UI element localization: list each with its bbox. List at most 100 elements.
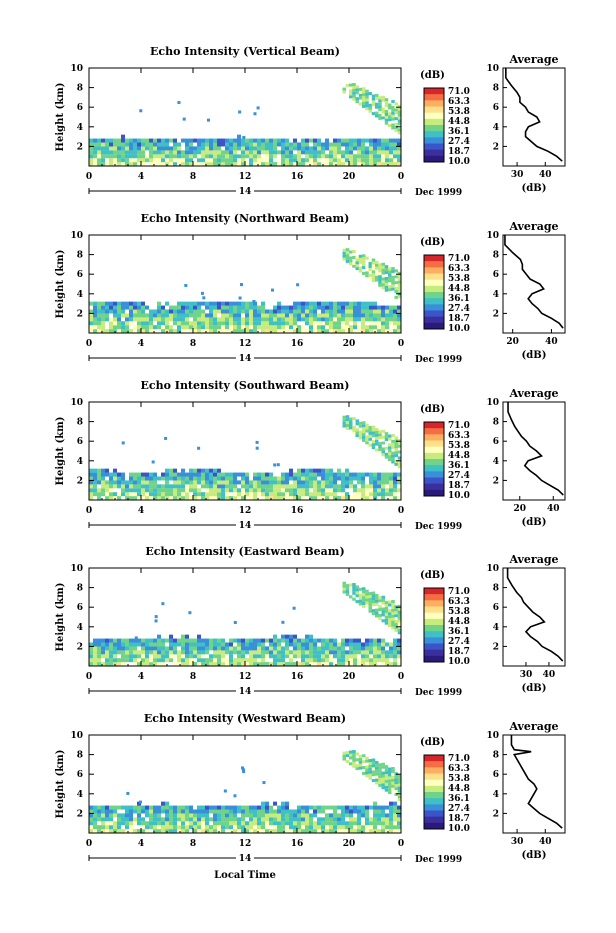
heatmap-cell bbox=[105, 642, 109, 647]
average-x-label: (dB) bbox=[522, 350, 547, 361]
heatmap-cell bbox=[358, 430, 363, 434]
heatmap-cell bbox=[165, 801, 169, 806]
heatmap-cell bbox=[373, 813, 377, 818]
heatmap-cell bbox=[329, 813, 333, 818]
heatmap-cell bbox=[245, 325, 249, 330]
heatmap-cell bbox=[381, 271, 385, 275]
heatmap-cell bbox=[153, 492, 157, 497]
heatmap-cell bbox=[285, 646, 289, 651]
heatmap-cell bbox=[133, 301, 137, 306]
heatmap-cell bbox=[341, 650, 345, 655]
colorbar-tick-label: 71.0 bbox=[448, 87, 470, 97]
heatmap-cell bbox=[237, 305, 241, 310]
heatmap-cell bbox=[358, 760, 363, 764]
heatmap-cell bbox=[261, 325, 265, 330]
heatmap-cell bbox=[397, 604, 402, 608]
avg-y-tick-label: 10 bbox=[486, 64, 499, 74]
heatmap-cell bbox=[153, 325, 157, 330]
heatmap-cell bbox=[157, 809, 161, 814]
heatmap-cell bbox=[161, 305, 165, 310]
avg-x-tick-label: 30 bbox=[511, 170, 524, 180]
heatmap-cell bbox=[349, 813, 353, 818]
heatmap-cell bbox=[161, 484, 165, 489]
heatmap-cell bbox=[397, 654, 401, 659]
heatmap-cell bbox=[345, 496, 349, 501]
heatmap-cell bbox=[313, 825, 317, 830]
heatmap-cell bbox=[257, 480, 261, 485]
heatmap-cell bbox=[345, 418, 350, 422]
heatmap-cell bbox=[391, 605, 395, 609]
heatmap-cell bbox=[133, 662, 137, 667]
heatmap-cell bbox=[389, 158, 393, 163]
heatmap-cell bbox=[101, 146, 105, 151]
heatmap-cell bbox=[394, 117, 398, 121]
heatmap-cell bbox=[362, 96, 366, 100]
x-tick-label: 4 bbox=[138, 672, 144, 682]
heatmap-cell bbox=[153, 150, 157, 155]
colorbar-swatch bbox=[424, 767, 444, 774]
heatmap-cell bbox=[233, 805, 237, 810]
heatmap-cell bbox=[393, 329, 397, 334]
heatmap-cell bbox=[325, 488, 329, 493]
heatmap-cell bbox=[257, 809, 261, 814]
heatmap-cell bbox=[393, 138, 397, 143]
heatmap-cell bbox=[153, 142, 157, 147]
heatmap-cell bbox=[242, 135, 246, 139]
heatmap-cell bbox=[209, 329, 213, 334]
heatmap-cell bbox=[205, 325, 209, 330]
heatmap-cell bbox=[389, 313, 393, 318]
heatmap-cell bbox=[173, 646, 177, 651]
heatmap-cell bbox=[97, 662, 101, 667]
heatmap-cell bbox=[137, 492, 141, 497]
heatmap-cell bbox=[229, 138, 233, 143]
heatmap-cell bbox=[345, 162, 349, 167]
heatmap-cell bbox=[113, 313, 117, 318]
heatmap-cell bbox=[201, 650, 205, 655]
average-title: Average bbox=[508, 53, 558, 66]
heatmap-cell bbox=[309, 662, 313, 667]
heatmap-cell bbox=[213, 821, 217, 826]
heatmap-cell bbox=[388, 791, 392, 795]
heatmap-cell bbox=[129, 476, 133, 481]
average-profile-line bbox=[510, 735, 563, 829]
heatmap-cell bbox=[125, 317, 129, 322]
heatmap-cell bbox=[97, 305, 101, 310]
heatmap-cell bbox=[101, 638, 105, 643]
heatmap-cell bbox=[305, 309, 309, 314]
heatmap-cell bbox=[285, 325, 289, 330]
heatmap-cell bbox=[181, 150, 185, 155]
heatmap-cell bbox=[189, 309, 193, 314]
heatmap-cell bbox=[361, 158, 365, 163]
heatmap-cell bbox=[349, 829, 353, 834]
heatmap-cell bbox=[165, 817, 169, 822]
heatmap-cell bbox=[197, 805, 201, 810]
heatmap-cell bbox=[373, 825, 377, 830]
heatmap-cell bbox=[145, 829, 149, 834]
x-tick-label: 4 bbox=[138, 339, 144, 349]
heatmap-cell bbox=[349, 420, 353, 424]
heatmap-cell bbox=[133, 154, 137, 159]
heatmap-cell bbox=[257, 146, 261, 151]
heatmap-cell bbox=[181, 805, 185, 810]
heatmap-cell bbox=[361, 472, 365, 477]
heatmap-cell bbox=[313, 476, 317, 481]
heatmap-cell bbox=[165, 150, 169, 155]
heatmap-cell bbox=[129, 658, 133, 663]
heatmap-cell bbox=[93, 317, 97, 322]
heatmap-cell bbox=[309, 480, 313, 485]
heatmap-cell bbox=[377, 309, 381, 314]
heatmap-cell bbox=[133, 829, 137, 834]
heatmap-cell bbox=[157, 150, 161, 155]
colorbar-swatch bbox=[424, 440, 444, 448]
heatmap-cell bbox=[362, 438, 366, 442]
heatmap-cell bbox=[153, 317, 157, 322]
heatmap-cell bbox=[185, 658, 189, 663]
heatmap-cell bbox=[173, 480, 177, 485]
heatmap-cell bbox=[109, 150, 113, 155]
heatmap-cell bbox=[241, 321, 245, 326]
x-tick-label: 0 bbox=[86, 672, 92, 682]
heatmap-cell bbox=[397, 786, 402, 790]
heatmap-cell bbox=[325, 496, 329, 501]
heatmap-cell bbox=[117, 805, 121, 810]
heatmap-cell bbox=[371, 779, 376, 783]
